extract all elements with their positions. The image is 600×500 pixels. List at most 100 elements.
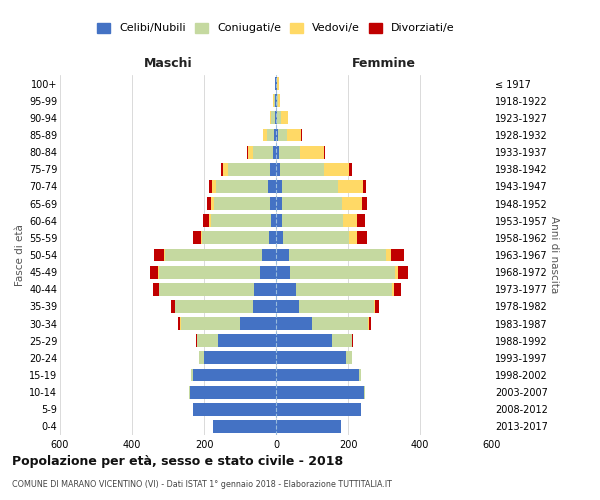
Bar xyxy=(374,300,376,313)
Bar xyxy=(159,266,260,278)
Bar xyxy=(296,283,392,296)
Bar xyxy=(218,334,276,347)
Bar xyxy=(271,112,275,124)
Bar xyxy=(276,317,312,330)
Bar xyxy=(283,180,338,193)
Bar xyxy=(276,94,277,107)
Bar xyxy=(359,368,361,382)
Bar xyxy=(197,334,218,347)
Bar xyxy=(212,180,216,193)
Bar xyxy=(153,283,158,296)
Bar xyxy=(276,420,341,433)
Bar xyxy=(164,248,165,262)
Bar xyxy=(280,163,323,175)
Bar xyxy=(276,112,277,124)
Bar xyxy=(324,146,325,158)
Y-axis label: Fasce di età: Fasce di età xyxy=(14,224,25,286)
Bar xyxy=(386,248,391,262)
Bar xyxy=(223,163,228,175)
Bar xyxy=(342,197,362,210)
Bar xyxy=(364,386,365,398)
Text: Femmine: Femmine xyxy=(352,57,416,70)
Bar xyxy=(269,112,271,124)
Bar xyxy=(247,146,248,158)
Legend: Celibi/Nubili, Coniugati/e, Vedovi/e, Divorziati/e: Celibi/Nubili, Coniugati/e, Vedovi/e, Di… xyxy=(97,22,455,34)
Bar xyxy=(154,248,164,262)
Bar xyxy=(301,146,324,158)
Bar xyxy=(269,232,276,244)
Bar xyxy=(289,248,386,262)
Bar xyxy=(283,197,342,210)
Bar xyxy=(362,197,367,210)
Bar xyxy=(214,197,269,210)
Bar xyxy=(254,283,276,296)
Bar xyxy=(276,128,278,141)
Bar xyxy=(278,128,287,141)
Bar xyxy=(181,317,240,330)
Bar xyxy=(267,128,274,141)
Text: COMUNE DI MARANO VICENTINO (VI) - Dati ISTAT 1° gennaio 2018 - Elaborazione TUTT: COMUNE DI MARANO VICENTINO (VI) - Dati I… xyxy=(12,480,392,489)
Bar xyxy=(275,112,276,124)
Bar xyxy=(278,94,280,107)
Bar xyxy=(203,214,209,227)
Bar xyxy=(221,163,223,175)
Bar xyxy=(277,94,278,107)
Bar xyxy=(211,197,214,210)
Bar xyxy=(394,283,401,296)
Bar xyxy=(202,232,269,244)
Bar xyxy=(368,317,371,330)
Bar xyxy=(276,352,346,364)
Bar xyxy=(274,94,275,107)
Bar xyxy=(275,94,276,107)
Bar xyxy=(287,128,301,141)
Bar xyxy=(191,368,193,382)
Bar xyxy=(281,112,288,124)
Bar xyxy=(193,232,201,244)
Bar xyxy=(228,163,269,175)
Bar xyxy=(299,300,374,313)
Bar xyxy=(346,352,352,364)
Bar xyxy=(290,266,395,278)
Bar xyxy=(253,146,273,158)
Bar xyxy=(209,214,211,227)
Bar xyxy=(332,334,352,347)
Bar xyxy=(209,180,212,193)
Bar xyxy=(175,300,253,313)
Bar xyxy=(349,232,356,244)
Bar xyxy=(211,214,271,227)
Bar xyxy=(391,248,404,262)
Bar xyxy=(356,232,367,244)
Text: Popolazione per età, sesso e stato civile - 2018: Popolazione per età, sesso e stato civil… xyxy=(12,455,343,468)
Bar xyxy=(323,163,349,175)
Bar xyxy=(216,180,268,193)
Bar xyxy=(253,300,276,313)
Bar xyxy=(213,420,276,433)
Bar xyxy=(274,128,276,141)
Bar xyxy=(301,128,302,141)
Bar xyxy=(201,232,202,244)
Bar xyxy=(398,266,409,278)
Bar xyxy=(260,266,276,278)
Bar xyxy=(276,214,283,227)
Bar xyxy=(277,112,281,124)
Bar xyxy=(356,214,365,227)
Bar xyxy=(268,180,276,193)
Bar xyxy=(276,334,332,347)
Bar xyxy=(276,368,359,382)
Bar xyxy=(275,77,276,90)
Bar xyxy=(276,283,296,296)
Bar xyxy=(151,266,158,278)
Bar xyxy=(178,317,180,330)
Text: Maschi: Maschi xyxy=(143,57,193,70)
Bar xyxy=(159,283,254,296)
Bar xyxy=(240,317,276,330)
Bar xyxy=(349,163,352,175)
Bar xyxy=(276,146,279,158)
Bar xyxy=(269,197,276,210)
Bar xyxy=(269,163,276,175)
Bar xyxy=(276,77,277,90)
Bar xyxy=(392,283,394,296)
Y-axis label: Anni di nascita: Anni di nascita xyxy=(549,216,559,294)
Bar xyxy=(204,352,276,364)
Bar xyxy=(193,403,276,415)
